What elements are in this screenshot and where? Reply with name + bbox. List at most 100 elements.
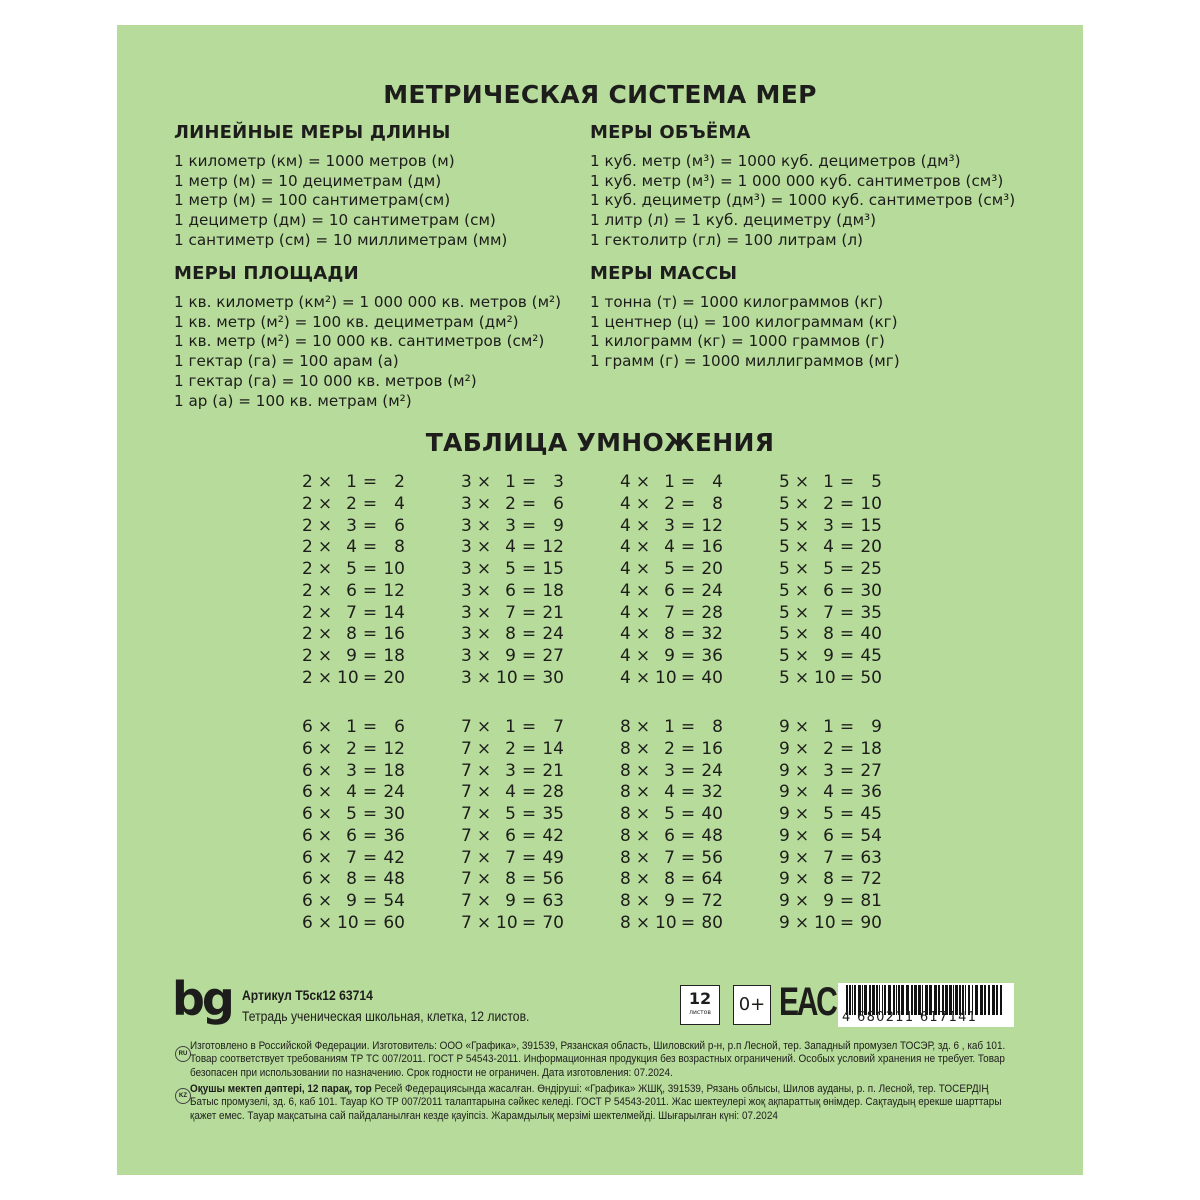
times-equals: =	[521, 760, 537, 781]
times-product: 64	[701, 869, 723, 890]
times-factor: 8	[620, 891, 631, 911]
barcode-bar	[972, 985, 973, 1015]
times-product: 4	[394, 493, 405, 514]
times-product: 6	[394, 717, 405, 737]
barcode-digits: 4 680211 617141	[842, 1010, 978, 1025]
times-equals: =	[839, 602, 855, 623]
times-row: 2 × 2 = 4	[302, 494, 405, 516]
times-product: 16	[701, 738, 723, 759]
times-factor: 6	[302, 869, 313, 890]
times-factor: 5	[779, 646, 790, 666]
times-row: 9 × 3 = 27	[779, 761, 882, 783]
times-factor: 6	[302, 804, 313, 824]
times-product: 12	[701, 515, 723, 536]
times-multiplier: 7	[823, 847, 834, 868]
times-equals: =	[362, 738, 378, 759]
times-row: 8 × 1 = 8	[620, 717, 723, 739]
times-sign: ×	[794, 760, 810, 781]
times-product: 3	[553, 472, 564, 492]
times-factor: 8	[620, 717, 631, 737]
barcode-bar	[898, 985, 900, 1015]
times-row: 5 × 10 = 50	[779, 668, 882, 690]
times-multiplier: 8	[346, 869, 357, 890]
times-row: 8 × 9 = 72	[620, 891, 723, 913]
times-product: 10	[860, 493, 882, 514]
times-row: 6 × 8 = 48	[302, 869, 405, 891]
barcode-bar	[992, 985, 995, 1015]
times-factor: 5	[779, 493, 790, 514]
times-factor: 8	[620, 847, 631, 868]
times-row: 9 × 2 = 18	[779, 739, 882, 761]
times-multiplier: 1	[664, 717, 675, 737]
times-multiplier: 9	[823, 891, 834, 911]
times-multiplier: 7	[346, 847, 357, 868]
section-heading: МЕРЫ ПЛОЩАДИ	[174, 263, 359, 284]
times-equals: =	[839, 825, 855, 846]
times-product: 28	[701, 602, 723, 623]
times-product: 10	[383, 559, 405, 579]
ru-badge-icon: RU	[175, 1046, 191, 1062]
times-multiplier: 4	[664, 782, 675, 803]
times-equals: =	[362, 537, 378, 558]
times-row: 8 × 7 = 56	[620, 848, 723, 870]
times-multiplier: 7	[346, 602, 357, 623]
times-row: 2 × 3 = 6	[302, 516, 405, 538]
times-multiplier: 3	[505, 760, 516, 781]
times-row: 9 × 4 = 36	[779, 782, 882, 804]
times-multiplier: 8	[505, 624, 516, 645]
barcode-bar	[980, 985, 983, 1015]
times-multiplier: 4	[664, 537, 675, 558]
barcode-bar	[862, 985, 863, 1015]
times-equals: =	[839, 912, 855, 933]
measure-line: 1 куб. метр (м³) = 1000 куб. дециметров …	[590, 152, 961, 170]
times-sign: ×	[476, 825, 492, 846]
times-multiplier: 9	[664, 891, 675, 911]
times-multiplier: 9	[346, 646, 357, 666]
times-sign: ×	[794, 515, 810, 536]
times-product: 42	[542, 825, 564, 846]
product-description: Тетрадь ученическая школьная, клетка, 12…	[242, 1009, 530, 1024]
times-product: 18	[542, 580, 564, 601]
times-sign: ×	[794, 472, 810, 492]
times-row: 3 × 8 = 24	[461, 624, 564, 646]
times-equals: =	[362, 667, 378, 688]
barcode-bar	[911, 985, 913, 1015]
times-sign: ×	[476, 493, 492, 514]
times-product: 42	[383, 847, 405, 868]
times-equals: =	[521, 472, 537, 492]
times-equals: =	[839, 515, 855, 536]
times-factor: 9	[779, 717, 790, 737]
times-equals: =	[680, 847, 696, 868]
times-multiplier: 6	[823, 580, 834, 601]
times-equals: =	[839, 847, 855, 868]
times-factor: 7	[461, 825, 472, 846]
times-sign: ×	[794, 602, 810, 623]
times-sign: ×	[635, 515, 651, 536]
times-row: 9 × 1 = 9	[779, 717, 882, 739]
barcode-bar	[858, 985, 861, 1015]
times-product: 12	[383, 580, 405, 601]
times-row: 2 × 5 = 10	[302, 559, 405, 581]
times-row: 4 × 10 = 40	[620, 668, 723, 690]
times-equals: =	[521, 493, 537, 514]
times-multiplier: 8	[505, 869, 516, 890]
sheet-count-icon: 12 листов	[680, 985, 720, 1025]
times-multiplier: 4	[823, 782, 834, 803]
times-equals: =	[839, 580, 855, 601]
times-product: 2	[394, 472, 405, 492]
times-row: 6 × 4 = 24	[302, 782, 405, 804]
times-factor: 7	[461, 891, 472, 911]
times-product: 80	[701, 912, 723, 933]
times-row: 6 × 3 = 18	[302, 761, 405, 783]
times-product: 40	[860, 624, 882, 645]
times-product: 24	[701, 580, 723, 601]
times-sign: ×	[476, 869, 492, 890]
barcode-bar	[879, 985, 880, 1015]
times-row: 7 × 4 = 28	[461, 782, 564, 804]
times-product: 12	[383, 738, 405, 759]
times-row: 2 × 8 = 16	[302, 624, 405, 646]
times-equals: =	[362, 472, 378, 492]
times-equals: =	[521, 624, 537, 645]
times-product: 40	[701, 667, 723, 688]
times-sign: ×	[635, 624, 651, 645]
